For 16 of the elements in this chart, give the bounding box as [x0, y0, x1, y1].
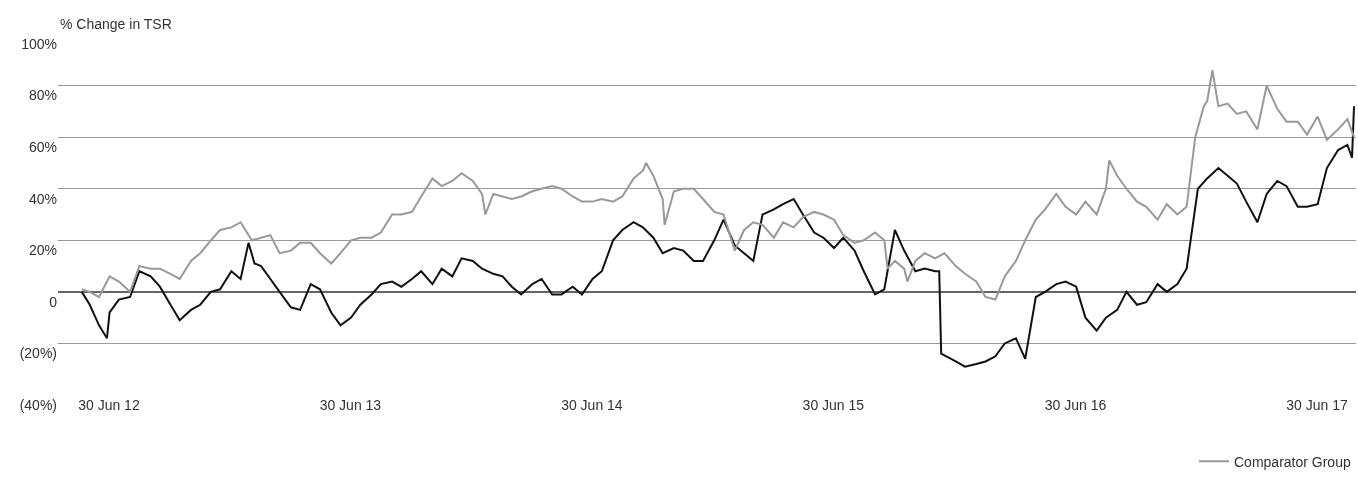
x-tick-label: 30 Jun 13	[319, 397, 382, 413]
y-tick-label: 0	[49, 293, 58, 310]
y-tick-label: (40%)	[19, 396, 57, 413]
x-tick-label: 30 Jun 12	[78, 397, 140, 413]
x-tick-label: 30 Jun 17	[1286, 397, 1348, 413]
legend-label: Comparator Group	[1234, 453, 1351, 470]
x-tick-label: 30 Jun 15	[802, 397, 865, 413]
y-tick-label: 20%	[28, 242, 57, 259]
y-tick-label: 80%	[28, 87, 57, 104]
x-tick-label: 30 Jun 16	[1044, 397, 1107, 413]
y-axis-title: % Change in TSR	[60, 16, 172, 32]
x-tick-label: 30 Jun 14	[561, 397, 623, 413]
y-tick-label: 100%	[21, 35, 57, 52]
y-tick-label: 60%	[28, 139, 57, 156]
y-tick-label: (20%)	[19, 345, 57, 362]
y-tick-label: 40%	[28, 190, 57, 207]
